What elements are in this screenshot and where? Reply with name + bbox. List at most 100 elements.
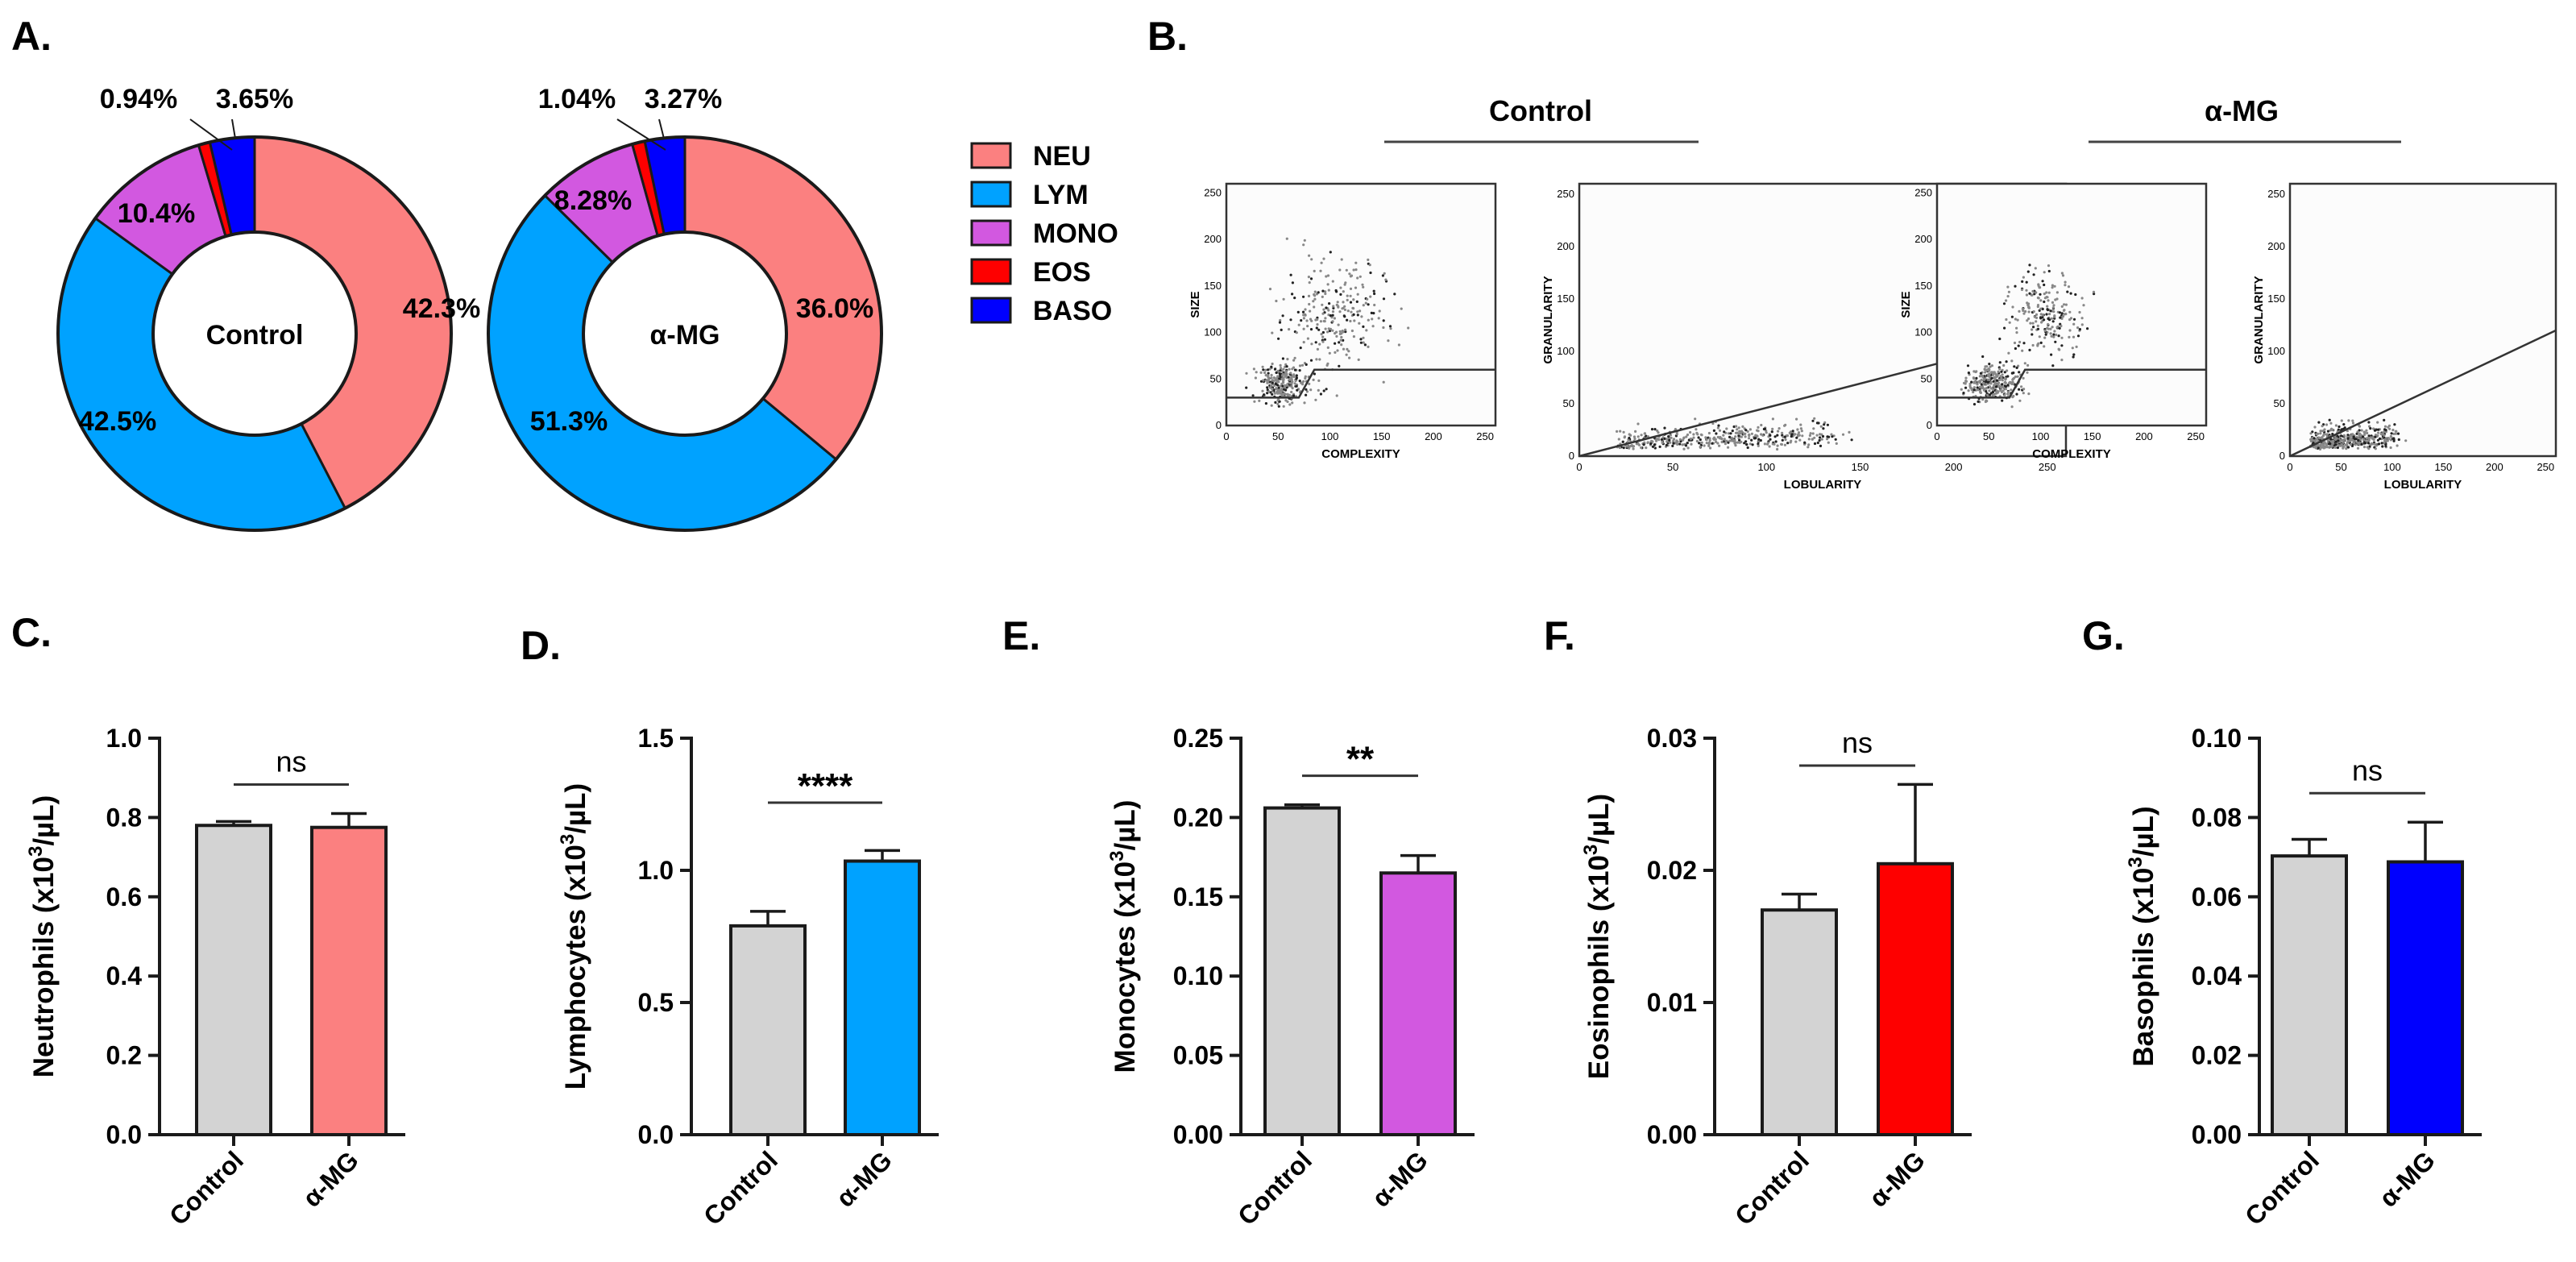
flow-event <box>1282 297 1285 301</box>
flow-event <box>2330 445 2333 448</box>
flow-y-tick: 100 <box>1914 326 1932 338</box>
flow-event <box>1329 314 1332 318</box>
flow-event <box>1344 330 1347 334</box>
flow-event <box>1985 390 1988 393</box>
flow-event <box>1290 390 1293 394</box>
flow-event <box>2018 309 2021 313</box>
flow-event <box>1995 379 1999 382</box>
flow-event <box>2322 433 2325 436</box>
flow-event <box>1269 384 1273 388</box>
flow-event <box>2060 312 2064 315</box>
panel-label-E: E. <box>1002 613 1040 658</box>
flow-event <box>2357 432 2361 435</box>
flow-event <box>1991 391 1994 394</box>
flow-event <box>1319 392 1322 396</box>
flow-event <box>1653 428 1657 431</box>
flow-event <box>2047 299 2050 302</box>
flow-event <box>1981 355 1985 359</box>
flow-event <box>1313 305 1316 309</box>
flow-event <box>1720 438 1724 441</box>
flow-event <box>1326 346 1329 349</box>
flow-y-tick: 0 <box>1569 450 1574 462</box>
flow-event <box>2342 446 2345 450</box>
flow-event <box>2067 285 2071 289</box>
flow-event <box>1322 389 1325 392</box>
flow-event <box>1293 356 1296 359</box>
flow-event <box>1276 376 1279 380</box>
flow-event <box>2001 383 2004 386</box>
flow-event <box>2035 320 2038 323</box>
flow-event <box>1743 442 1746 445</box>
flow-event <box>1264 368 1267 372</box>
flow-event <box>1783 443 1786 446</box>
flow-event <box>2342 434 2346 438</box>
flow-event <box>1707 431 1711 435</box>
flow-event <box>1345 268 1348 272</box>
flow-event <box>2397 438 2400 442</box>
flow-x-tick: 0 <box>1934 430 1939 442</box>
flow-event <box>1261 365 1264 368</box>
flow-event <box>1740 435 1743 438</box>
flow-event <box>2025 280 2028 284</box>
flow-event <box>1715 440 1718 444</box>
flow-event <box>2080 317 2084 320</box>
flow-event <box>1671 444 1674 448</box>
flow-event <box>1748 442 1752 446</box>
flow-event <box>2072 318 2076 321</box>
flow-event <box>2000 385 2003 388</box>
flow-event <box>1326 330 1329 334</box>
flow-event <box>1284 384 1288 388</box>
flow-y-tick: 0 <box>1216 419 1222 431</box>
flow-x-label: LOBULARITY <box>1784 478 1862 492</box>
flow-event <box>1289 273 1292 276</box>
leader-line <box>658 118 665 139</box>
flow-event <box>1823 421 1827 425</box>
flow-event <box>2026 301 2029 305</box>
flow-event <box>1359 338 1363 341</box>
y-axis-title-superscript: 3 <box>25 846 47 857</box>
flow-event <box>2026 363 2030 367</box>
flow-event <box>1359 341 1363 344</box>
flow-event <box>1334 330 1338 334</box>
flow-event <box>2045 313 2048 316</box>
flow-event <box>2041 307 2044 311</box>
flow-event <box>1621 440 1624 443</box>
flow-event <box>1302 317 1305 320</box>
flow-event <box>1280 389 1284 392</box>
bar-chart-G: 0.00 0.02 0.04 0.06 0.08 0.10 Basophils (x103/… <box>2125 724 2482 1231</box>
flow-event <box>1373 303 1376 307</box>
flow-event <box>1754 434 1757 437</box>
flow-event <box>1349 275 1352 278</box>
flow-event <box>1665 440 1669 443</box>
flow-event <box>2354 438 2357 441</box>
flow-event <box>1819 444 1823 448</box>
y-tick-label: 0.00 <box>1173 1120 1223 1149</box>
flow-event <box>2346 443 2349 446</box>
flow-event <box>2377 428 2380 431</box>
flow-event <box>2323 441 2326 444</box>
flow-event <box>2043 318 2046 322</box>
flow-event <box>1302 295 1305 298</box>
significance-label: **** <box>798 766 853 806</box>
flow-event <box>1757 426 1760 430</box>
flow-event <box>1632 447 1635 450</box>
flow-event <box>1988 363 1991 366</box>
flow-event <box>1988 393 1992 396</box>
flow-event <box>1338 268 1342 272</box>
flow-event <box>1295 331 1298 334</box>
flow-event <box>1619 430 1622 433</box>
flow-event <box>1990 371 1993 374</box>
flow-event <box>1737 426 1740 430</box>
flow-event <box>2058 348 2061 351</box>
flow-event <box>1292 375 1296 379</box>
flow-event <box>2396 444 2399 447</box>
flow-event <box>1770 430 1773 434</box>
flow-event <box>1987 369 1990 372</box>
flow-x-tick: 0 <box>2287 461 2292 473</box>
flow-event <box>1300 363 1305 367</box>
flow-y-tick: 200 <box>2267 240 2285 252</box>
flow-event <box>2404 439 2408 442</box>
flow-event <box>2383 438 2387 441</box>
flow-event <box>1329 251 1332 254</box>
y-axis-title-superscript: 3 <box>2125 857 2147 867</box>
